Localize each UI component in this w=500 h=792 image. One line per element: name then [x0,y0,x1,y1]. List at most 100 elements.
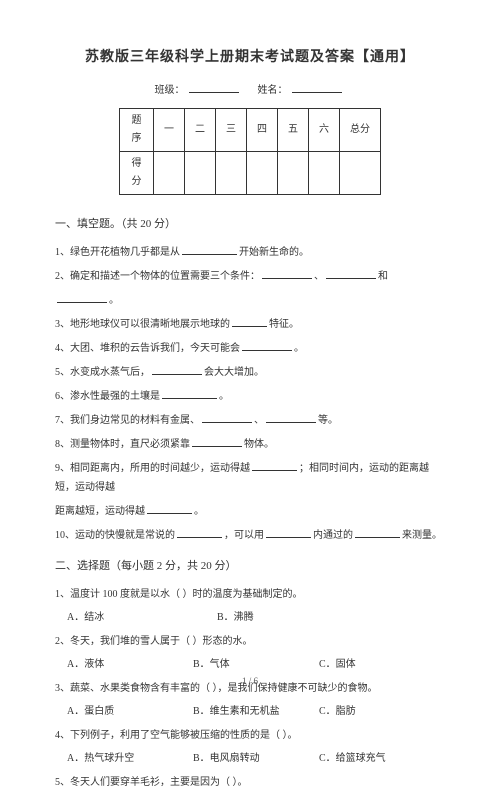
q4-pre: 4、大团、堆积的云告诉我们，今天可能会 [55,343,240,354]
s2q3-opts: A．蛋白质 B．维生素和无机盐 C．脂肪 [67,703,445,721]
q5-post: 会大大增加。 [204,367,264,378]
opt-b: B．电风扇转动 [193,750,319,768]
opt-a: A．热气球升空 [67,750,193,768]
th-5: 五 [278,109,309,152]
q9-pre: 9、相同距离内，所用的时间越少，运动得越 [55,463,250,474]
fill-blank [242,350,292,351]
td-score-label: 得分 [120,152,154,195]
section1-header: 一、填空题。（共 20 分） [55,215,445,235]
page-title: 苏教版三年级科学上册期末考试题及答案【通用】 [55,45,445,70]
fill-blank [192,446,242,447]
name-blank [292,92,342,93]
th-total: 总分 [340,109,381,152]
q1-pre: 1、绿色开花植物几乎都是从 [55,247,180,258]
fill-blank [57,302,107,303]
q2: 2、确定和描述一个物体的位置需要三个条件： 、 和 [55,267,445,286]
s2q1-opts: A．结冰 B．沸腾 [67,609,445,627]
th-1: 一 [154,109,185,152]
table-row: 题序 一 二 三 四 五 六 总分 [120,109,381,152]
q7-mid: 、 [254,415,264,426]
table-row: 得分 [120,152,381,195]
fill-blank [252,470,297,471]
td-blank [309,152,340,195]
opt-b: B．气体 [193,656,319,674]
q1: 1、绿色开花植物几乎都是从 开始新生命的。 [55,243,445,262]
q2-pre: 2、确定和描述一个物体的位置需要三个条件： [55,271,260,282]
fill-blank [266,422,316,423]
q10: 10、运动的快慢就是常说的 ，可以用 内通过的 来测量。 [55,526,445,545]
fill-blank [147,513,192,514]
q4: 4、大团、堆积的云告诉我们，今天可能会 。 [55,339,445,358]
opt-c: C．固体 [319,656,445,674]
q2-mid2: 和 [378,271,388,282]
opt-a: A．结冰 [67,609,217,627]
s2q4: 4、下列例子，利用了空气能够被压缩的性质的是（ ）。 [55,726,445,745]
q5: 5、水变成水蒸气后， 会大大增加。 [55,363,445,382]
q3: 3、地形地球仪可以很清晰地展示地球的 特征。 [55,315,445,334]
q10-pre: 10、运动的快慢就是常说的 [55,530,175,541]
q2b: 。 [55,291,445,310]
q7: 7、我们身边常见的材料有金属、 、 等。 [55,411,445,430]
class-name-row: 班级： 姓名： [55,82,445,100]
q3-post: 特征。 [269,319,299,330]
q6: 6、渗水性最强的土壤是 。 [55,387,445,406]
opt-c: C．脂肪 [319,703,445,721]
section2-header: 二、选择题（每小题 2 分，共 20 分） [55,557,445,577]
q4-post: 。 [294,343,304,354]
s2q2: 2、冬天，我们堆的雪人属于（ ）形态的水。 [55,632,445,651]
q6-post: 。 [219,391,229,402]
fill-blank [152,374,202,375]
q9: 9、相同距离内，所用的时间越少，运动得越；相同时间内，运动的距离越短，运动得越 [55,459,445,497]
q9-post: 。 [194,506,204,517]
td-blank [278,152,309,195]
fill-blank [162,398,217,399]
name-label: 姓名： [258,85,288,96]
td-blank [340,152,381,195]
s2q4-opts: A．热气球升空 B．电风扇转动 C．给篮球充气 [67,750,445,768]
fill-blank [232,326,267,327]
class-label: 班级： [155,85,185,96]
score-table: 题序 一 二 三 四 五 六 总分 得分 [119,108,381,195]
s2q2-opts: A．液体 B．气体 C．固体 [67,656,445,674]
q2-mid1: 、 [314,271,324,282]
q10-mid1: ，可以用 [224,530,264,541]
q2-post: 。 [109,295,119,306]
q8-pre: 8、测量物体时，直尺必须紧靠 [55,439,190,450]
td-blank [216,152,247,195]
fill-blank [266,537,311,538]
fill-blank [262,278,312,279]
fill-blank [177,537,222,538]
fill-blank [355,537,400,538]
class-blank [189,92,239,93]
q8: 8、测量物体时，直尺必须紧靠 物体。 [55,435,445,454]
opt-a: A．液体 [67,656,193,674]
q6-pre: 6、渗水性最强的土壤是 [55,391,160,402]
fill-blank [182,254,237,255]
q9b: 距离越短，运动得越。 [55,502,445,521]
q3-pre: 3、地形地球仪可以很清晰地展示地球的 [55,319,230,330]
th-seq: 题序 [120,109,154,152]
th-2: 二 [185,109,216,152]
td-blank [247,152,278,195]
q7-pre: 7、我们身边常见的材料有金属、 [55,415,200,426]
q8-post: 物体。 [244,439,274,450]
fill-blank [326,278,376,279]
opt-c: C．给篮球充气 [319,750,445,768]
q7-post: 等。 [318,415,338,426]
q1-post: 开始新生命的。 [239,247,309,258]
td-blank [185,152,216,195]
td-blank [154,152,185,195]
q5-pre: 5、水变成水蒸气后， [55,367,150,378]
s2q5: 5、冬天人们要穿羊毛衫，主要是因为（ ）。 [55,773,445,792]
q10-mid2: 内通过的 [313,530,353,541]
opt-b: B．沸腾 [217,609,254,627]
opt-a: A．蛋白质 [67,703,193,721]
th-3: 三 [216,109,247,152]
th-6: 六 [309,109,340,152]
q10-post: 来测量。 [402,530,442,541]
s2q1: 1、温度计 100 度就是以水（ ）时的温度为基础制定的。 [55,585,445,604]
th-4: 四 [247,109,278,152]
opt-b: B．维生素和无机盐 [193,703,319,721]
page-number: 1 / 6 [0,673,500,689]
fill-blank [202,422,252,423]
